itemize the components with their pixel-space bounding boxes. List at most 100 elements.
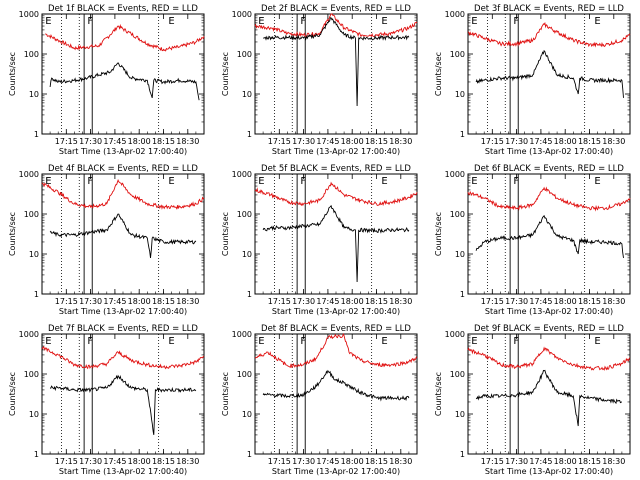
interval-marker-f: F (300, 16, 306, 27)
y-tick-label: 100 (237, 210, 252, 219)
y-tick-label: 100 (24, 50, 39, 59)
interval-marker-e: E (45, 176, 51, 187)
interval-marker-e: E (168, 336, 174, 347)
x-tick-label: 17:30 (79, 297, 102, 306)
interval-marker-e: E (381, 176, 387, 187)
chart-panel-8: Det 8f BLACK = Events, RED = LLD 1 10 100 10… (221, 324, 418, 476)
x-tick-label: 17:30 (292, 137, 315, 146)
chart-panel-4: Det 4f BLACK = Events, RED = LLD 1 10 100 10… (8, 164, 205, 316)
y-axis-label: Counts/sec (434, 212, 443, 256)
interval-marker-e: E (594, 336, 600, 347)
y-axis-label: Counts/sec (221, 212, 230, 256)
y-tick-label: 10 (242, 250, 252, 259)
chart-title: Det 8f BLACK = Events, RED = LLD (261, 324, 411, 334)
interval-marker-f: F (87, 16, 93, 27)
y-tick-label: 100 (237, 370, 252, 379)
series-lld-line (467, 186, 631, 212)
series-events-line (475, 369, 622, 427)
x-axis-label: Start Time (13-Apr-02 17:00:40) (59, 467, 187, 476)
y-tick-label: 100 (450, 50, 465, 59)
series-events-line (475, 49, 624, 98)
x-axis-label: Start Time (13-Apr-02 17:00:40) (272, 307, 400, 316)
x-tick-label: 17:15 (481, 137, 504, 146)
chart-panel-9: Det 9f BLACK = Events, RED = LLD 1 10 100 10… (434, 324, 631, 476)
chart-panel-6: Det 6f BLACK = Events, RED = LLD 1 10 100 10… (434, 164, 631, 316)
interval-marker-e: E (381, 16, 387, 27)
chart-title: Det 1f BLACK = Events, RED = LLD (48, 4, 198, 14)
x-tick-label: 18:15 (578, 137, 601, 146)
chart-title: Det 9f BLACK = Events, RED = LLD (474, 324, 624, 334)
x-tick-label: 18:00 (554, 137, 577, 146)
chart-title: Det 7f BLACK = Events, RED = LLD (48, 324, 198, 334)
y-tick-label: 1 (34, 290, 39, 299)
interval-marker-f: F (300, 176, 306, 187)
y-tick-label: 1000 (232, 170, 252, 179)
chart-panel-7: Det 7f BLACK = Events, RED = LLD 1 10 100 10… (8, 324, 205, 476)
x-tick-label: 18:15 (152, 297, 175, 306)
y-tick-label: 1 (34, 130, 39, 139)
x-tick-label: 18:30 (389, 137, 412, 146)
chart-title: Det 6f BLACK = Events, RED = LLD (474, 164, 624, 174)
x-tick-label: 17:15 (268, 297, 291, 306)
y-axis-label: Counts/sec (221, 372, 230, 416)
x-tick-label: 18:15 (152, 137, 175, 146)
interval-marker-e: E (258, 176, 264, 187)
x-tick-label: 18:30 (176, 137, 199, 146)
y-tick-label: 1000 (19, 170, 39, 179)
x-tick-label: 17:30 (505, 137, 528, 146)
series-lld-line (254, 13, 418, 38)
y-tick-label: 1 (247, 130, 252, 139)
chart-title: Det 4f BLACK = Events, RED = LLD (48, 164, 198, 174)
y-tick-label: 10 (29, 90, 39, 99)
y-tick-label: 1000 (445, 10, 465, 19)
interval-marker-e: E (168, 16, 174, 27)
x-tick-label: 17:45 (103, 137, 126, 146)
x-tick-label: 17:30 (505, 297, 528, 306)
y-axis-label: Counts/sec (434, 372, 443, 416)
x-tick-label: 18:15 (152, 457, 175, 466)
interval-marker-f: F (300, 336, 306, 347)
x-tick-label: 17:15 (55, 297, 78, 306)
x-tick-label: 17:30 (292, 457, 315, 466)
x-tick-label: 18:00 (341, 457, 364, 466)
x-axis-label: Start Time (13-Apr-02 17:00:40) (485, 467, 613, 476)
chart-title: Det 3f BLACK = Events, RED = LLD (474, 4, 624, 14)
series-events-line (262, 369, 410, 402)
series-events-line (263, 17, 410, 107)
interval-marker-f: F (87, 176, 93, 187)
chart-panel-1: Det 1f BLACK = Events, RED = LLD 1 10 100 10… (8, 4, 205, 156)
y-tick-label: 10 (242, 90, 252, 99)
x-axis-label: Start Time (13-Apr-02 17:00:40) (59, 307, 187, 316)
series-lld-line (467, 22, 631, 48)
x-tick-label: 17:15 (55, 137, 78, 146)
x-tick-label: 18:30 (602, 297, 625, 306)
series-events-line (49, 62, 200, 101)
interval-marker-e: E (471, 336, 477, 347)
y-tick-label: 1000 (19, 10, 39, 19)
y-tick-label: 1000 (445, 170, 465, 179)
y-tick-label: 1000 (232, 10, 252, 19)
y-tick-label: 10 (29, 250, 39, 259)
x-tick-label: 17:45 (529, 297, 552, 306)
y-tick-label: 1 (247, 450, 252, 459)
y-axis-label: Counts/sec (221, 52, 230, 96)
interval-marker-e: E (258, 16, 264, 27)
interval-marker-e: E (594, 176, 600, 187)
x-tick-label: 18:00 (554, 297, 577, 306)
y-axis-label: Counts/sec (434, 52, 443, 96)
x-tick-label: 18:15 (578, 457, 601, 466)
x-tick-label: 17:45 (103, 457, 126, 466)
x-tick-label: 18:00 (341, 137, 364, 146)
interval-marker-e: E (45, 16, 51, 27)
series-events-line (262, 204, 410, 283)
interval-marker-e: E (381, 336, 387, 347)
interval-marker-f: F (513, 16, 519, 27)
x-tick-label: 17:15 (55, 457, 78, 466)
x-tick-label: 17:45 (103, 297, 126, 306)
x-tick-label: 17:15 (481, 457, 504, 466)
x-tick-label: 18:30 (176, 457, 199, 466)
x-tick-label: 18:00 (128, 457, 151, 466)
x-axis-label: Start Time (13-Apr-02 17:00:40) (272, 467, 400, 476)
